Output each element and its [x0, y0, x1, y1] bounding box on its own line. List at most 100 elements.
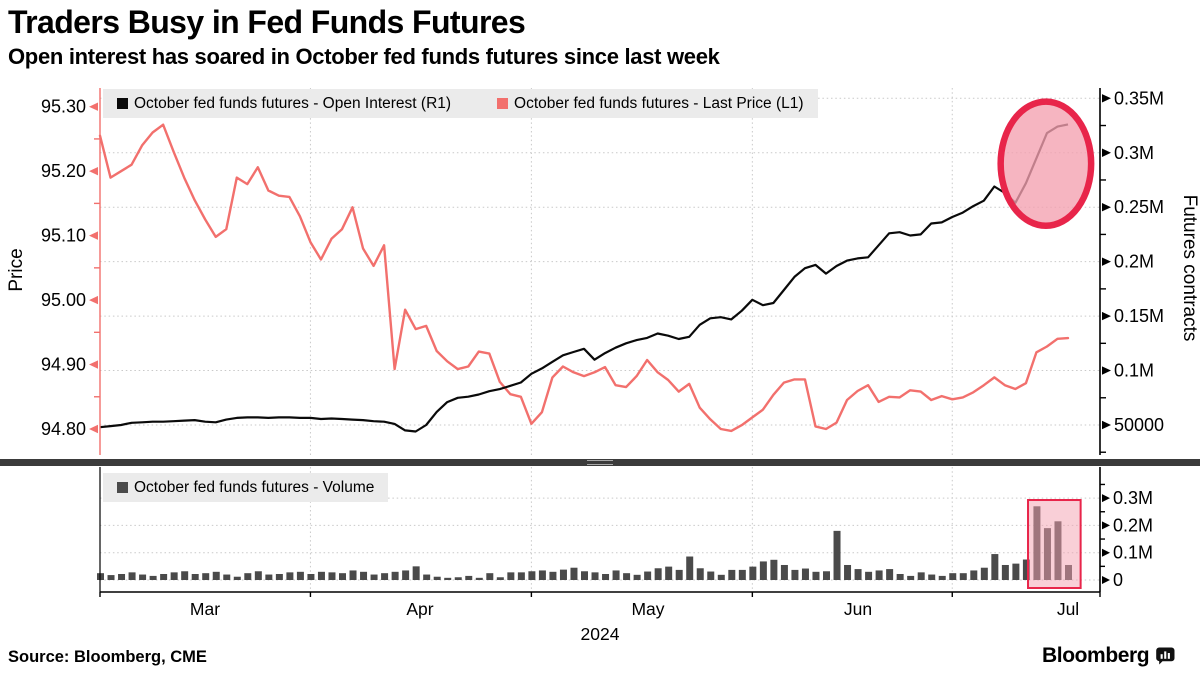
volume-bar [780, 564, 788, 580]
month-label: Jun [844, 599, 872, 619]
contracts-tick-label: 0.2M [1114, 252, 1154, 272]
volume-bar [465, 575, 473, 580]
volume-tick-label: 0.2M [1113, 515, 1153, 535]
month-label: May [631, 599, 664, 619]
volume-bar [549, 571, 557, 580]
legend-entry-volume: October fed funds futures - Volume [117, 479, 374, 497]
volume-bar [559, 569, 567, 580]
legend-entry-open-interest: October fed funds futures - Open Interes… [117, 95, 451, 113]
volume-bar [728, 569, 736, 580]
volume-bar [349, 570, 357, 580]
contracts-tick-label: 50000 [1114, 415, 1164, 435]
volume-tick-arrow-icon [1102, 576, 1110, 584]
volume-bar [823, 571, 830, 580]
volume-bar [433, 576, 441, 580]
legend-label-volume: October fed funds futures - Volume [134, 478, 375, 496]
volume-tick-label: 0 [1113, 570, 1123, 590]
volume-bar [202, 573, 210, 580]
contracts-tick-label: 0.1M [1114, 361, 1154, 381]
source-attribution: Source: Bloomberg, CME [8, 648, 207, 666]
price-tick-label: 94.80 [41, 419, 86, 439]
price-tick-label: 95.00 [41, 290, 86, 310]
volume-bar [339, 573, 346, 580]
price-tick-label: 95.30 [41, 97, 86, 117]
volume-bar [370, 574, 378, 580]
legend-label-open-interest: October fed funds futures - Open Interes… [134, 94, 452, 112]
price-tick-arrow-icon [89, 360, 98, 369]
volume-bar [538, 570, 546, 580]
volume-bar [160, 573, 168, 580]
volume-bar [528, 571, 536, 580]
volume-bar [486, 573, 494, 580]
volume-swatch-icon [117, 482, 128, 493]
volume-bar [633, 574, 641, 580]
volume-bar [612, 570, 620, 580]
contracts-tick-arrow-icon [1102, 148, 1111, 157]
volume-bar [591, 572, 599, 580]
month-label: Mar [190, 599, 220, 619]
volume-bar [886, 569, 894, 580]
volume-bar [644, 571, 652, 580]
volume-bar [412, 566, 420, 580]
volume-bar [149, 575, 157, 580]
volume-bar [917, 572, 925, 580]
volume-bar [286, 572, 294, 580]
volume-bar [517, 572, 525, 580]
volume-bar [959, 573, 967, 580]
volume-bar [254, 571, 262, 580]
volume-bar [801, 568, 809, 580]
page-title: Traders Busy in Fed Funds Futures [8, 4, 526, 40]
volume-bar [749, 566, 757, 580]
top-panel-legend: October fed funds futures - Open Interes… [103, 89, 818, 118]
splitter-handle-icon[interactable] [587, 460, 613, 465]
bloomberg-logo-icon [1156, 647, 1175, 665]
volume-bar [191, 573, 199, 580]
contracts-axis-title: Futures contracts [1179, 195, 1200, 342]
volume-bar [896, 573, 904, 580]
volume-bar [296, 571, 304, 580]
volume-tick-arrow-icon [1102, 521, 1110, 530]
contracts-tick-label: 0.15M [1114, 306, 1164, 326]
volume-bar [791, 569, 799, 580]
volume-bar [118, 573, 126, 580]
volume-bar [686, 556, 694, 580]
price-tick-label: 95.10 [41, 226, 86, 246]
volume-bar [107, 575, 115, 580]
volume-bar [423, 574, 431, 580]
volume-bar [444, 577, 452, 580]
month-label: Apr [406, 599, 433, 619]
volume-bar [1001, 564, 1009, 580]
last-price-line [98, 123, 1070, 433]
page-subtitle: Open interest has soared in October fed … [8, 44, 720, 69]
bloomberg-logo-text: Bloomberg [1042, 644, 1150, 667]
volume-bar [654, 568, 662, 580]
bloomberg-logo: Bloomberg [1042, 644, 1175, 668]
volume-bar [1022, 559, 1030, 580]
volume-bar [770, 559, 778, 580]
volume-bar [307, 573, 315, 580]
volume-bar [854, 569, 862, 580]
contracts-tick-arrow-icon [1102, 366, 1111, 375]
volume-bar [139, 574, 147, 580]
volume-highlight-box [1027, 499, 1082, 589]
volume-bar [907, 575, 915, 580]
volume-bar [454, 577, 462, 580]
price-tick-arrow-icon [89, 102, 98, 111]
volume-tick-arrow-icon [1102, 494, 1110, 503]
month-label: Jul [1057, 599, 1079, 619]
price-tick-arrow-icon [89, 231, 98, 240]
volume-bar [665, 566, 673, 580]
volume-bar [581, 571, 588, 580]
price-tick-label: 94.90 [41, 355, 86, 375]
surge-highlight-ellipse [997, 98, 1095, 229]
volume-tick-label: 0.3M [1113, 488, 1153, 508]
legend-label-last-price: October fed funds futures - Last Price (… [514, 94, 804, 112]
volume-bar [507, 572, 515, 580]
panel-splitter[interactable] [0, 459, 1200, 466]
volume-tick-label: 0.1M [1113, 543, 1153, 563]
volume-bar [391, 571, 399, 580]
volume-bar [496, 577, 504, 580]
volume-bar [360, 571, 368, 580]
